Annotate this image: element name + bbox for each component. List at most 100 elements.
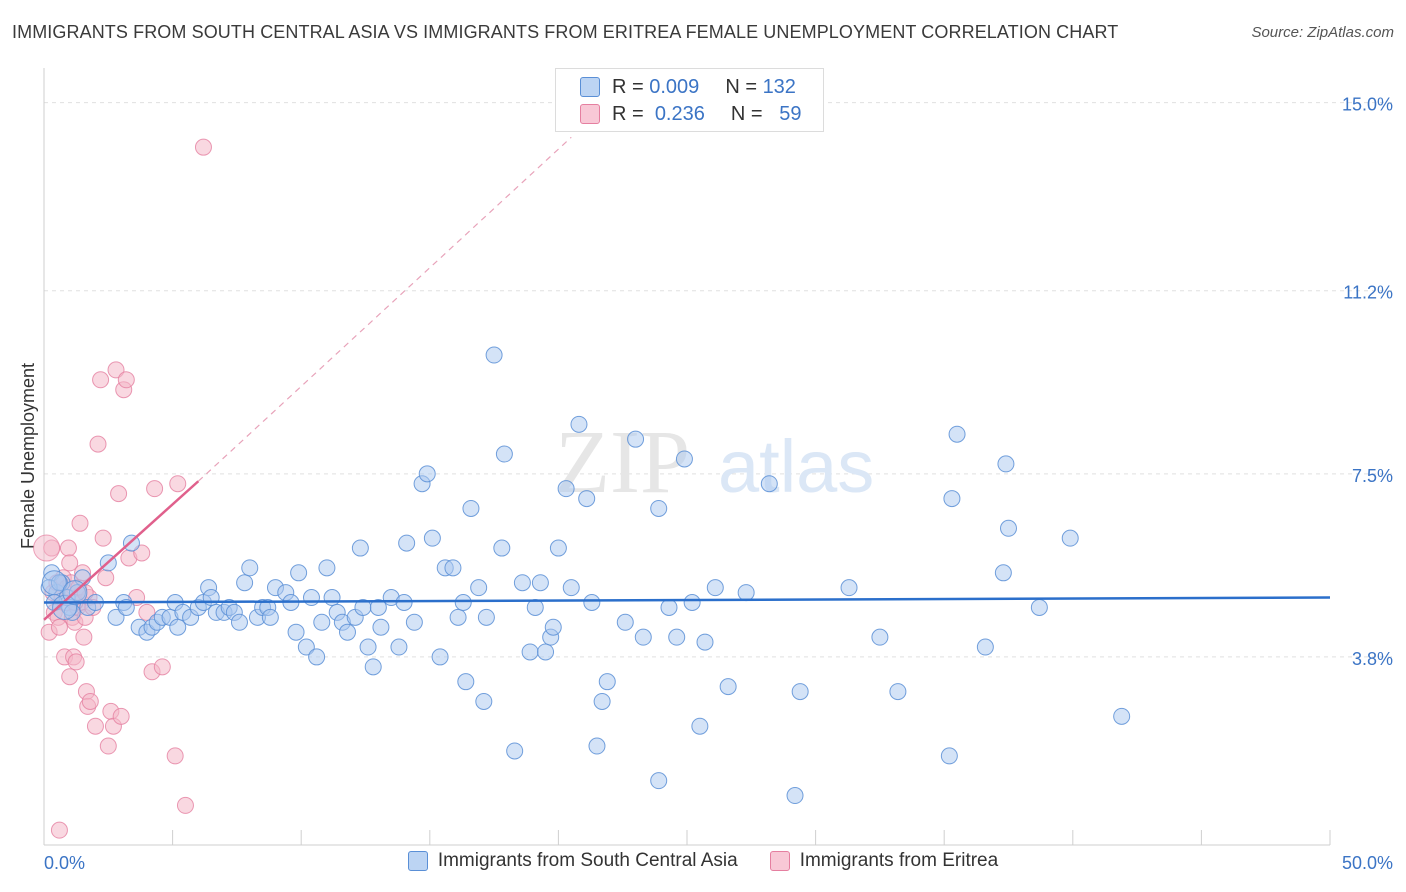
south-central-asia-point	[462, 499, 480, 517]
south-central-asia-point	[313, 613, 331, 631]
south-central-asia-point	[351, 539, 369, 557]
axes	[43, 68, 1331, 846]
stats-row-eritrea: R = 0.236 N = 59	[580, 101, 801, 127]
eritrea-point	[50, 618, 68, 636]
south-central-asia-point	[593, 692, 611, 710]
eritrea-point	[110, 485, 128, 503]
y-tick-label: 7.5%	[1352, 466, 1393, 486]
south-central-asia-point	[940, 747, 958, 765]
south-central-asia-point	[634, 628, 652, 646]
south-central-asia-point	[308, 648, 326, 666]
stats-swatch-blue	[580, 77, 600, 97]
y-tick-labels: 3.8% 7.5% 11.2% 15.0%	[1342, 95, 1393, 669]
south-central-asia-point	[660, 598, 678, 616]
eritrea-point	[71, 514, 89, 532]
south-central-asia-point	[241, 559, 259, 577]
eritrea-point	[153, 658, 171, 676]
south-central-asia-point	[871, 628, 889, 646]
south-central-asia-trend-line	[43, 596, 1331, 604]
south-central-asia-point	[675, 450, 693, 468]
legend-label-south-central-asia: Immigrants from South Central Asia	[437, 850, 738, 871]
eritrea-point	[176, 796, 194, 814]
legend-label-eritrea: Immigrants from Eritrea	[799, 850, 999, 871]
eritrea-point	[94, 529, 112, 547]
eritrea-point	[67, 653, 85, 671]
stats-swatch-pink	[580, 104, 600, 124]
r-value-pink: 0.236	[654, 102, 705, 125]
eritrea-trend-extension	[197, 136, 572, 482]
south-central-asia-point	[997, 455, 1015, 473]
legend-item-eritrea[interactable]: Immigrants from Eritrea	[769, 850, 999, 872]
south-central-asia-point	[261, 608, 279, 626]
south-central-asia-point	[372, 618, 390, 636]
south-central-asia-point	[786, 787, 804, 805]
y-axis-label: Female Unemployment	[18, 363, 38, 549]
south-central-asia-point	[588, 737, 606, 755]
south-central-asia-point	[236, 574, 254, 592]
eritrea-point-large	[33, 534, 61, 562]
south-central-asia-point	[650, 499, 668, 517]
south-central-asia-point	[706, 579, 724, 597]
south-central-asia-point	[117, 598, 135, 616]
south-central-asia-point	[948, 425, 966, 443]
south-central-asia-point	[359, 638, 377, 656]
south-central-asia-point	[506, 742, 524, 760]
south-central-asia-point	[683, 593, 701, 611]
south-central-asia-point	[369, 598, 387, 616]
south-central-asia-point	[470, 579, 488, 597]
south-central-asia-point	[598, 673, 616, 691]
eritrea-point	[59, 539, 77, 557]
south-central-asia-point	[668, 628, 686, 646]
south-central-asia-point	[318, 559, 336, 577]
trend-lines	[43, 136, 1331, 621]
south-central-asia-point	[405, 613, 423, 631]
south-central-asia-point	[578, 490, 596, 508]
south-central-asia-point	[583, 593, 601, 611]
south-central-asia-point	[444, 559, 462, 577]
south-central-asia-point	[390, 638, 408, 656]
south-central-asia-point	[493, 539, 511, 557]
south-central-asia-point	[616, 613, 634, 631]
south-central-asia-point	[889, 683, 907, 701]
south-central-asia-point	[431, 648, 449, 666]
south-central-asia-point	[557, 480, 575, 498]
eritrea-point	[89, 435, 107, 453]
south-central-asia-point	[202, 589, 220, 607]
south-central-asia-point	[302, 589, 320, 607]
south-central-asia-point	[562, 579, 580, 597]
x-tick-label-max: 50.0%	[1342, 853, 1393, 873]
south-central-asia-point	[627, 430, 645, 448]
south-central-asia-point	[544, 618, 562, 636]
eritrea-point	[97, 569, 115, 587]
eritrea-point	[50, 821, 68, 839]
eritrea-point	[146, 480, 164, 498]
south-central-asia-point	[737, 584, 755, 602]
watermark-atlas: atlas	[718, 425, 874, 508]
south-central-asia-point	[549, 539, 567, 557]
eritrea-point	[166, 747, 184, 765]
south-central-asia-point	[449, 608, 467, 626]
south-central-asia-point	[290, 564, 308, 582]
south-central-asia-point	[169, 618, 187, 636]
south-central-asia-point	[976, 638, 994, 656]
eritrea-point	[75, 628, 93, 646]
south-central-asia-point	[531, 574, 549, 592]
eritrea-point	[107, 361, 125, 379]
south-central-asia-point	[840, 579, 858, 597]
south-central-asia-point	[457, 673, 475, 691]
watermark: ZIP atlas	[555, 413, 874, 512]
chart-title: IMMIGRANTS FROM SOUTH CENTRAL ASIA VS IM…	[12, 22, 1119, 42]
south-central-asia-point	[398, 534, 416, 552]
y-tick-label: 3.8%	[1352, 649, 1393, 669]
south-central-asia-point	[423, 529, 441, 547]
grid-lines	[44, 102, 1392, 658]
legend-swatch-blue	[407, 851, 428, 871]
eritrea-point	[81, 692, 99, 710]
south-central-asia-point	[418, 465, 436, 483]
legend-item-south-central-asia[interactable]: Immigrants from South Central Asia	[407, 850, 738, 872]
south-central-asia-point	[570, 415, 588, 433]
south-central-asia-point	[364, 658, 382, 676]
r-label: R =	[612, 75, 644, 98]
y-tick-label: 11.2%	[1343, 283, 1393, 303]
eritrea-point	[99, 737, 117, 755]
